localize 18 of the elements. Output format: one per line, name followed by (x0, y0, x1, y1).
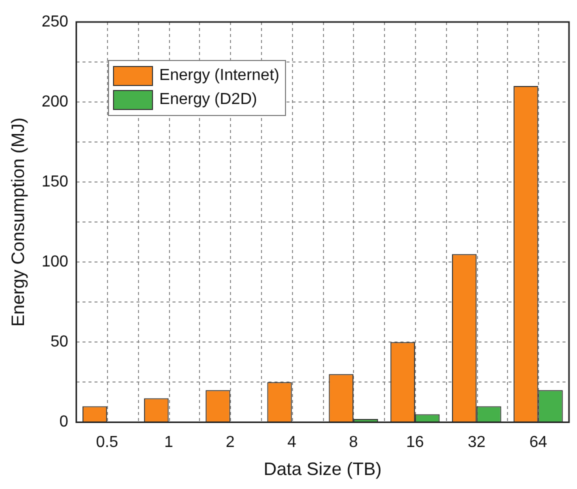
x-tick-label: 1 (164, 434, 174, 452)
y-tick-label: 250 (42, 13, 68, 30)
x-tick-label: 2 (226, 434, 235, 452)
legend-label: Energy (Internet) (159, 67, 280, 85)
x-tick-label: 64 (529, 434, 548, 452)
y-tick-label: 0 (59, 414, 68, 431)
x-tick-label: 4 (287, 434, 296, 452)
x-tick-label: 32 (468, 434, 486, 452)
y-axis-title: Energy Consumption (MJ) (8, 118, 28, 327)
x-tick-label: 16 (406, 434, 424, 452)
y-tick-label: 100 (42, 254, 68, 271)
legend-label: Energy (D2D) (159, 91, 258, 109)
x-axis-title: Data Size (TB) (264, 459, 382, 480)
x-tick-label: 8 (348, 434, 358, 452)
y-tick-label: 150 (42, 173, 68, 190)
x-tick-label: 0.5 (96, 434, 118, 452)
y-tick-label: 200 (42, 93, 68, 110)
y-tick-label: 50 (50, 334, 68, 351)
